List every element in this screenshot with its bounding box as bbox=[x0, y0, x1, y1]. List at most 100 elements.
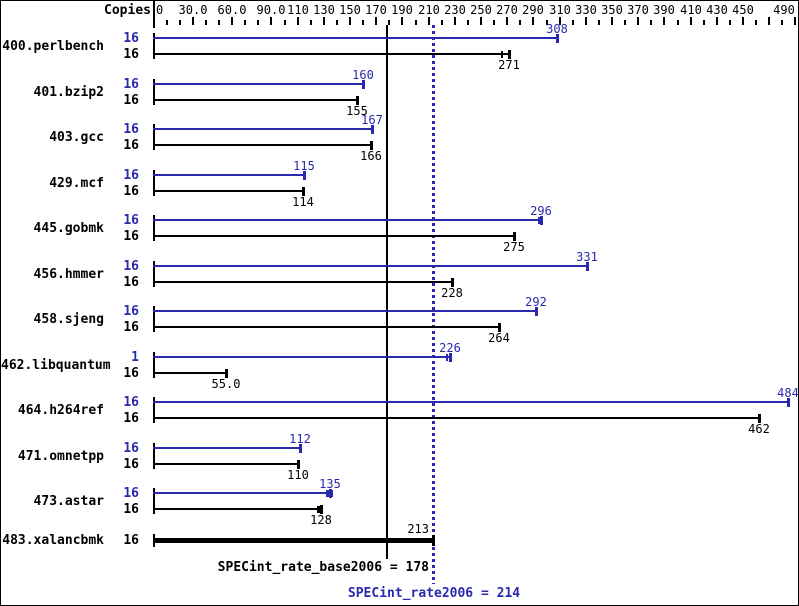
value-label-base: 228 bbox=[441, 286, 463, 300]
benchmark-label: 473.astar bbox=[33, 494, 104, 509]
copies-value-base: 16 bbox=[123, 138, 139, 153]
value-label-base: 275 bbox=[503, 240, 525, 254]
x-axis-tick-label: 250 bbox=[470, 3, 492, 17]
x-axis-tick bbox=[218, 20, 220, 25]
copies-value-base: 16 bbox=[123, 457, 139, 472]
x-axis-tick-label: 310 bbox=[549, 3, 571, 17]
value-label-base: 271 bbox=[498, 58, 520, 72]
x-axis-tick bbox=[179, 20, 181, 25]
reference-line-base bbox=[386, 25, 388, 559]
run-tick bbox=[450, 354, 452, 361]
value-label-base: 128 bbox=[310, 513, 332, 527]
x-axis-tick-label: 490 bbox=[773, 3, 795, 17]
benchmark-label: 429.mcf bbox=[49, 176, 104, 191]
x-axis-tick bbox=[284, 20, 286, 25]
bar-base bbox=[153, 281, 452, 283]
bar-end-tick bbox=[371, 125, 374, 134]
x-axis-tick-label: 110 bbox=[287, 3, 309, 17]
x-axis-tick bbox=[192, 17, 194, 25]
x-axis-tick bbox=[703, 20, 705, 25]
bar-end-tick bbox=[302, 187, 305, 196]
copies-value-peak: 16 bbox=[123, 122, 139, 137]
bar-end-tick bbox=[758, 414, 761, 423]
value-label-base: 213 bbox=[407, 522, 429, 536]
x-axis-tick bbox=[349, 17, 351, 25]
bar-peak bbox=[153, 174, 304, 176]
value-label-peak: 112 bbox=[289, 432, 311, 446]
x-axis-tick-label: 290 bbox=[522, 3, 544, 17]
x-axis-tick-label: 60.0 bbox=[217, 3, 247, 17]
bar-end-tick bbox=[451, 278, 454, 287]
copies-value-peak: 16 bbox=[123, 304, 139, 319]
x-axis-tick bbox=[690, 17, 692, 25]
run-tick bbox=[328, 490, 330, 497]
value-label-base: 462 bbox=[748, 422, 770, 436]
benchmark-label: 483.xalancbmk bbox=[2, 533, 104, 548]
x-axis-tick-label: 390 bbox=[653, 3, 675, 17]
run-tick bbox=[326, 490, 328, 497]
copies-axis-separator bbox=[153, 1, 155, 28]
bar-left-bracket bbox=[153, 79, 155, 105]
bar-end-tick bbox=[303, 171, 306, 180]
run-tick bbox=[501, 51, 503, 58]
bar-peak bbox=[153, 83, 363, 85]
x-axis-tick bbox=[663, 17, 665, 25]
benchmark-label: 458.sjeng bbox=[33, 312, 104, 327]
x-axis-tick bbox=[677, 20, 679, 25]
bar-base bbox=[153, 99, 357, 101]
summary-base-result: SPECint_rate_base2006 = 178 bbox=[217, 560, 429, 575]
value-label-base: 166 bbox=[360, 149, 382, 163]
copies-value-peak: 16 bbox=[123, 213, 139, 228]
x-axis-tick-label: 190 bbox=[391, 3, 413, 17]
value-label-peak: 292 bbox=[525, 295, 547, 309]
bar-end-tick bbox=[556, 34, 559, 43]
value-label-base: 55.0 bbox=[211, 377, 241, 391]
copies-value-peak: 16 bbox=[123, 486, 139, 501]
x-axis-tick bbox=[297, 17, 299, 25]
bar-peak bbox=[153, 128, 372, 130]
bar-left-bracket bbox=[153, 443, 155, 469]
x-axis-tick bbox=[546, 20, 548, 25]
bar-end-tick bbox=[498, 323, 501, 332]
x-axis-tick bbox=[375, 17, 377, 25]
bar-peak bbox=[153, 401, 788, 403]
benchmark-label: 462.libquantum bbox=[1, 358, 111, 373]
bar-left-bracket bbox=[153, 215, 155, 241]
copies-value-peak: 16 bbox=[123, 441, 139, 456]
bar-base-merged bbox=[153, 538, 433, 543]
copies-value-base: 16 bbox=[123, 184, 139, 199]
bar-base bbox=[153, 326, 499, 328]
bar-base bbox=[153, 53, 509, 55]
value-label-peak: 167 bbox=[361, 113, 383, 127]
bar-left-bracket bbox=[153, 170, 155, 196]
value-label-peak: 160 bbox=[352, 68, 374, 82]
bar-end-tick bbox=[329, 489, 332, 498]
run-tick bbox=[509, 51, 511, 58]
x-axis-tick bbox=[637, 17, 639, 25]
bar-left-bracket bbox=[153, 124, 155, 150]
run-tick bbox=[319, 506, 321, 513]
x-axis-tick bbox=[716, 17, 718, 25]
x-axis-tick-label: 170 bbox=[365, 3, 387, 17]
x-axis-tick-label: 350 bbox=[601, 3, 623, 17]
copies-value-peak: 16 bbox=[123, 259, 139, 274]
copies-value-peak: 16 bbox=[123, 31, 139, 46]
x-axis-tick bbox=[755, 20, 757, 25]
x-axis-tick-label: 430 bbox=[706, 3, 728, 17]
value-label-peak: 135 bbox=[319, 477, 341, 491]
x-axis-tick bbox=[362, 20, 364, 25]
bar-base bbox=[153, 190, 303, 192]
summary-peak-result: SPECint_rate2006 = 214 bbox=[347, 586, 521, 601]
value-label-peak: 484 bbox=[777, 386, 799, 400]
x-axis-tick bbox=[729, 20, 731, 25]
benchmark-label: 400.perlbench bbox=[2, 39, 104, 54]
x-axis-tick bbox=[205, 20, 207, 25]
bar-peak bbox=[153, 447, 300, 449]
copies-value-peak: 16 bbox=[123, 168, 139, 183]
bar-left-bracket bbox=[153, 397, 155, 423]
x-axis-tick-label: 90.0 bbox=[256, 3, 286, 17]
value-label-peak: 115 bbox=[293, 159, 315, 173]
bar-end-tick bbox=[432, 535, 435, 546]
copies-value-base: 16 bbox=[123, 229, 139, 244]
